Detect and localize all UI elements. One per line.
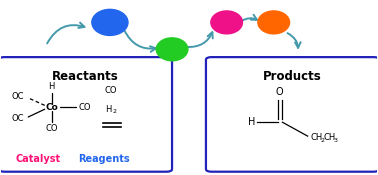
Text: CH: CH xyxy=(324,133,336,142)
FancyBboxPatch shape xyxy=(206,57,378,172)
Text: CO: CO xyxy=(104,86,117,95)
Text: Reactants: Reactants xyxy=(52,70,119,83)
Text: Reagents: Reagents xyxy=(79,154,130,164)
Text: 2: 2 xyxy=(113,109,117,114)
Text: CH: CH xyxy=(311,133,323,142)
Text: CO: CO xyxy=(79,103,91,112)
Text: O: O xyxy=(276,87,284,97)
Ellipse shape xyxy=(211,11,242,34)
Text: OC: OC xyxy=(12,92,24,101)
Text: 2: 2 xyxy=(321,138,325,143)
Text: OC: OC xyxy=(12,114,24,123)
Text: Products: Products xyxy=(263,70,322,83)
Text: H: H xyxy=(48,82,55,91)
FancyBboxPatch shape xyxy=(0,57,172,172)
Text: 3: 3 xyxy=(334,138,338,143)
Text: Catalyst: Catalyst xyxy=(16,154,61,164)
Text: H: H xyxy=(248,117,256,127)
Text: CO: CO xyxy=(45,124,58,133)
Text: H: H xyxy=(105,105,112,114)
Ellipse shape xyxy=(92,9,128,35)
Text: Co: Co xyxy=(45,103,58,112)
Ellipse shape xyxy=(156,38,188,61)
Ellipse shape xyxy=(258,11,290,34)
